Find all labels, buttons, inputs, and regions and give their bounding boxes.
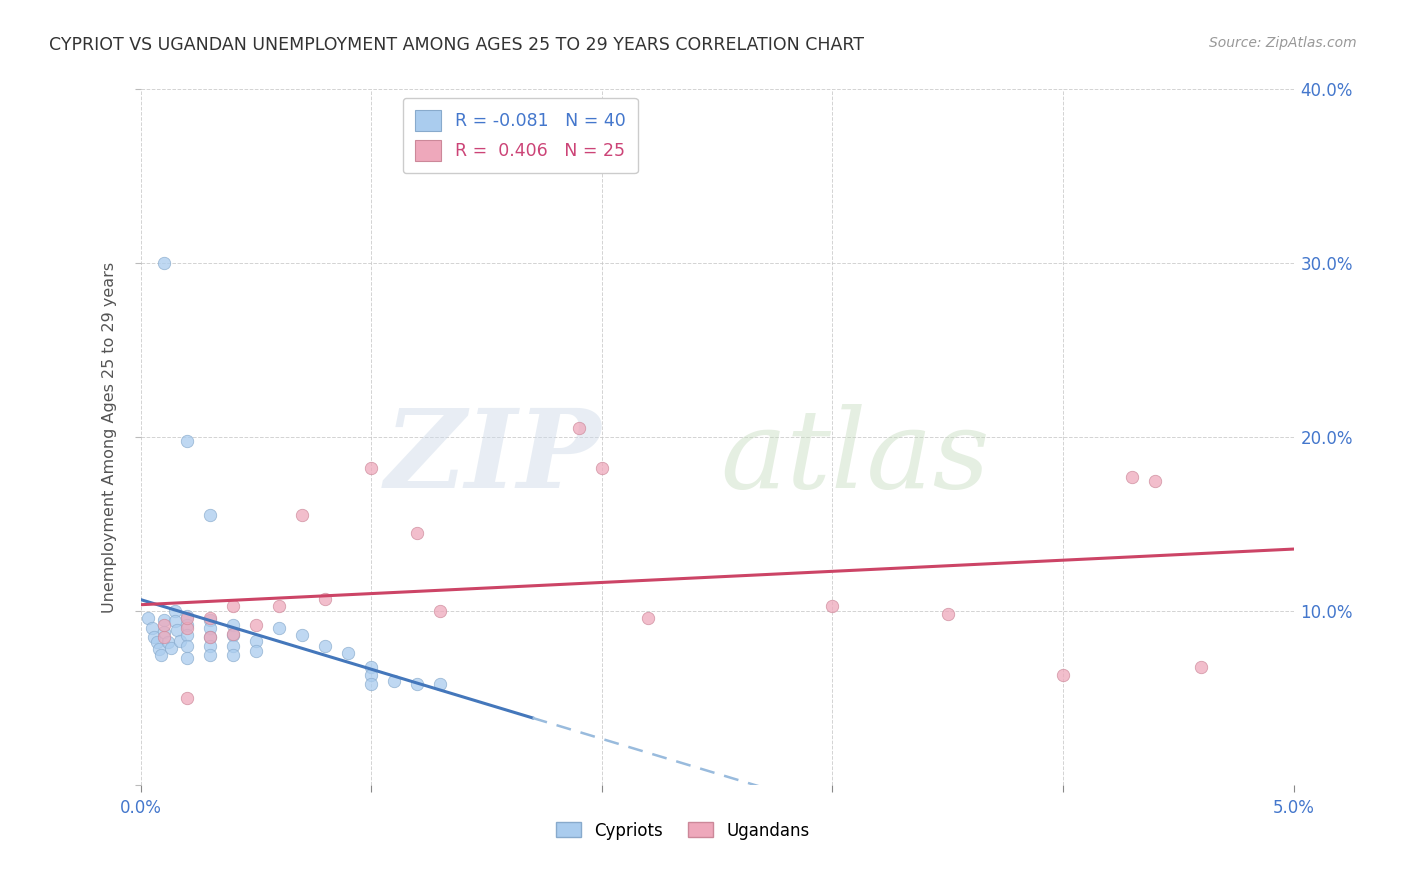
Point xyxy=(198,648,221,662)
Point xyxy=(176,628,198,642)
Point xyxy=(176,434,198,448)
Point xyxy=(222,599,245,613)
Point xyxy=(406,677,429,691)
Point xyxy=(821,599,844,613)
Point xyxy=(136,611,159,625)
Point xyxy=(936,607,959,622)
Point xyxy=(429,604,451,618)
Point xyxy=(176,639,198,653)
Point xyxy=(176,651,198,665)
Point xyxy=(198,630,221,644)
Text: CYPRIOT VS UGANDAN UNEMPLOYMENT AMONG AGES 25 TO 29 YEARS CORRELATION CHART: CYPRIOT VS UGANDAN UNEMPLOYMENT AMONG AG… xyxy=(49,36,865,54)
Point xyxy=(176,690,198,705)
Point xyxy=(222,628,245,642)
Point xyxy=(1189,659,1212,673)
Point xyxy=(152,613,174,627)
Point xyxy=(198,611,221,625)
Point xyxy=(166,623,188,637)
Point xyxy=(591,461,613,475)
Point xyxy=(1052,668,1074,682)
Point xyxy=(337,646,360,660)
Point xyxy=(152,624,174,639)
Point xyxy=(245,644,267,658)
Point xyxy=(314,639,336,653)
Point xyxy=(406,525,429,540)
Point xyxy=(245,618,267,632)
Point xyxy=(152,618,174,632)
Point xyxy=(222,618,245,632)
Point xyxy=(143,630,166,644)
Point xyxy=(1144,474,1167,488)
Point xyxy=(267,599,290,613)
Point xyxy=(141,621,163,635)
Point xyxy=(222,626,245,640)
Point xyxy=(267,621,290,635)
Point xyxy=(360,659,382,673)
Legend: Cypriots, Ugandans: Cypriots, Ugandans xyxy=(548,815,815,847)
Point xyxy=(165,615,187,629)
Point xyxy=(176,609,198,624)
Point xyxy=(145,635,167,649)
Point xyxy=(245,633,267,648)
Point xyxy=(165,604,187,618)
Point xyxy=(198,630,221,644)
Point xyxy=(198,613,221,627)
Point xyxy=(198,621,221,635)
Text: ZIP: ZIP xyxy=(385,404,602,512)
Point xyxy=(150,648,173,662)
Point xyxy=(176,611,198,625)
Point xyxy=(360,677,382,691)
Text: Source: ZipAtlas.com: Source: ZipAtlas.com xyxy=(1209,36,1357,50)
Point xyxy=(382,673,405,688)
Point xyxy=(291,508,314,523)
Point xyxy=(1121,470,1143,484)
Point xyxy=(157,635,180,649)
Point xyxy=(198,639,221,653)
Point xyxy=(176,618,198,632)
Point xyxy=(568,421,591,435)
Point xyxy=(159,640,181,655)
Point xyxy=(222,648,245,662)
Point xyxy=(169,633,191,648)
Point xyxy=(637,611,659,625)
Point xyxy=(152,630,174,644)
Y-axis label: Unemployment Among Ages 25 to 29 years: Unemployment Among Ages 25 to 29 years xyxy=(103,261,117,613)
Point xyxy=(148,642,170,657)
Point xyxy=(152,256,174,270)
Point xyxy=(222,639,245,653)
Point xyxy=(429,677,451,691)
Point xyxy=(314,591,336,606)
Point xyxy=(360,668,382,682)
Point xyxy=(198,508,221,523)
Point xyxy=(360,461,382,475)
Text: atlas: atlas xyxy=(721,404,990,512)
Point xyxy=(291,628,314,642)
Point xyxy=(176,621,198,635)
